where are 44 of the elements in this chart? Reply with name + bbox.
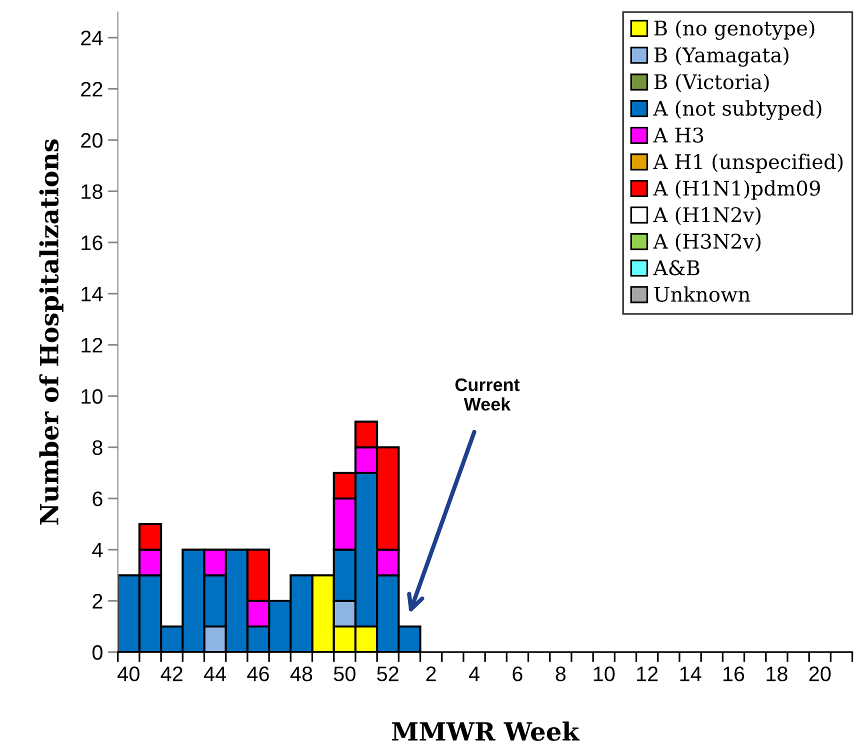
y-tick-label: 18 bbox=[82, 184, 102, 200]
x-tick-label: 4 bbox=[468, 666, 480, 682]
legend-label: B (Victoria) bbox=[654, 74, 769, 92]
y-tick-label: 22 bbox=[81, 82, 102, 96]
x-tick-label: 40 bbox=[118, 666, 140, 682]
legend-label: B (Yamagata) bbox=[654, 46, 788, 67]
x-tick-label: 20 bbox=[809, 666, 831, 682]
y-tick-label: 8 bbox=[92, 440, 102, 456]
x-tick-label: 52 bbox=[377, 666, 398, 682]
x-tick-label: 18 bbox=[766, 666, 788, 682]
y-tick-label: 12 bbox=[82, 338, 102, 352]
x-tick-label: 8 bbox=[556, 666, 566, 682]
y-tick-label: 6 bbox=[92, 491, 102, 506]
y-tick-label: 0 bbox=[92, 645, 102, 660]
legend-label: A (H1N1)pdm09 bbox=[653, 180, 820, 200]
x-tick-label: 6 bbox=[512, 666, 522, 682]
x-tick-label: 12 bbox=[637, 666, 658, 682]
x-axis-title: MMWR Week bbox=[392, 722, 580, 741]
y-tick-label: 10 bbox=[82, 389, 102, 404]
x-tick-label: 48 bbox=[290, 666, 312, 682]
legend-label: A (not subtyped) bbox=[653, 100, 822, 120]
legend-label: A H1 (unspecified) bbox=[653, 154, 843, 174]
y-tick-label: 2 bbox=[92, 594, 102, 608]
legend-label: A (H1N2v) bbox=[653, 206, 761, 226]
y-tick-label: 14 bbox=[82, 286, 103, 302]
legend-label: A (H3N2v) bbox=[653, 233, 761, 252]
y-tick-label: 4 bbox=[92, 542, 103, 558]
x-tick-label: 2 bbox=[426, 666, 436, 682]
y-axis-title: Number of Hospitalizations bbox=[39, 139, 64, 525]
x-tick-label: 42 bbox=[160, 666, 182, 682]
x-tick-label: 10 bbox=[594, 666, 615, 682]
y-tick-label: 24 bbox=[81, 30, 103, 46]
x-tick-label: 14 bbox=[680, 666, 702, 682]
annotation: Current Week bbox=[455, 378, 520, 411]
y-tick-label: 16 bbox=[82, 235, 102, 250]
legend-label: A&B bbox=[653, 260, 700, 276]
x-tick-label: 16 bbox=[723, 666, 744, 682]
x-tick-label: 46 bbox=[247, 666, 269, 682]
legend-label: A H3 bbox=[653, 127, 704, 143]
x-tick-label: 44 bbox=[204, 666, 226, 682]
legend-label: Unknown bbox=[654, 286, 750, 302]
x-tick-label: 50 bbox=[334, 666, 356, 682]
y-tick-label: 20 bbox=[81, 133, 102, 148]
legend-label: B (no genotype) bbox=[654, 20, 814, 40]
